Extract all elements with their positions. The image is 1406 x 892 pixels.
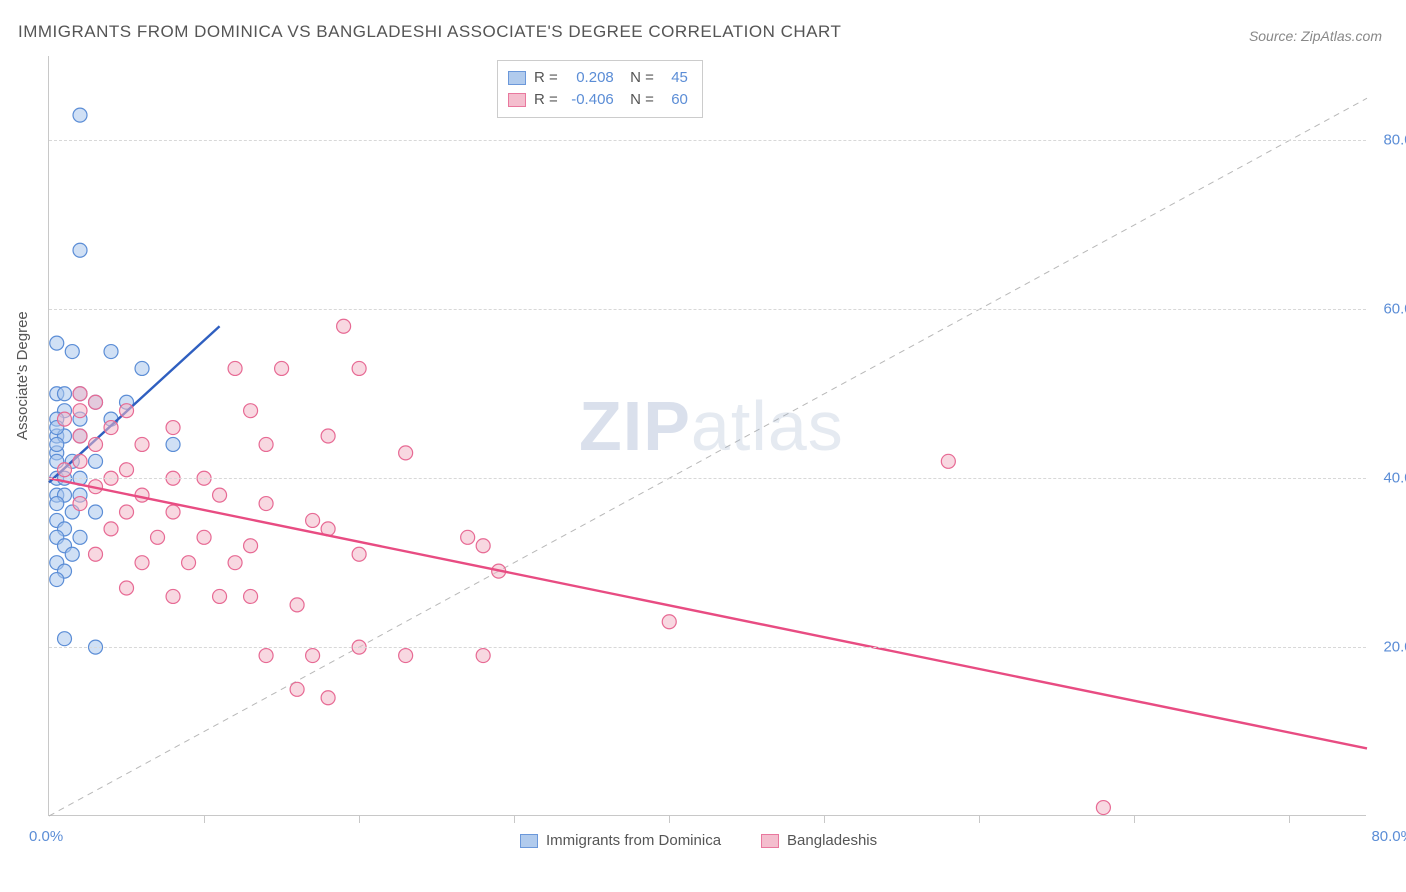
y-tick-label: 40.0% bbox=[1374, 470, 1406, 487]
legend-r-label-2: R = bbox=[534, 89, 558, 111]
source-name: ZipAtlas.com bbox=[1301, 28, 1382, 44]
gridline-h bbox=[49, 309, 1366, 310]
legend-r-value-1: 0.208 bbox=[566, 67, 614, 89]
legend-n-label-2: N = bbox=[622, 89, 654, 111]
legend-bottom-swatch-1 bbox=[520, 834, 538, 848]
y-axis-label: Associate's Degree bbox=[14, 311, 31, 440]
x-tick-mark bbox=[1289, 815, 1290, 823]
source-attribution: Source: ZipAtlas.com bbox=[1249, 28, 1382, 44]
legend-swatch-2 bbox=[508, 93, 526, 107]
scatter-plot-svg bbox=[49, 56, 1366, 815]
x-tick-mark bbox=[1134, 815, 1135, 823]
legend-bottom-swatch-2 bbox=[761, 834, 779, 848]
chart-title: IMMIGRANTS FROM DOMINICA VS BANGLADESHI … bbox=[18, 22, 841, 42]
x-tick-min: 0.0% bbox=[29, 828, 63, 845]
y-tick-label: 80.0% bbox=[1374, 132, 1406, 149]
legend-label-1: Immigrants from Dominica bbox=[546, 832, 721, 849]
chart-plot-area: ZIPatlas 0.0% 80.0% R = 0.208 N = 45 R =… bbox=[48, 56, 1366, 816]
x-tick-mark bbox=[514, 815, 515, 823]
x-tick-max: 80.0% bbox=[1371, 828, 1406, 845]
source-prefix: Source: bbox=[1249, 28, 1301, 44]
y-tick-label: 20.0% bbox=[1374, 639, 1406, 656]
x-tick-mark bbox=[204, 815, 205, 823]
legend-swatch-1 bbox=[508, 71, 526, 85]
legend-item-2: Bangladeshis bbox=[761, 832, 877, 849]
legend-label-2: Bangladeshis bbox=[787, 832, 877, 849]
legend-item-1: Immigrants from Dominica bbox=[520, 832, 721, 849]
gridline-h bbox=[49, 478, 1366, 479]
legend-n-value-1: 45 bbox=[662, 67, 688, 89]
legend-row-series-2: R = -0.406 N = 60 bbox=[508, 89, 688, 111]
y-tick-label: 60.0% bbox=[1374, 301, 1406, 318]
x-tick-mark bbox=[359, 815, 360, 823]
legend-r-label-1: R = bbox=[534, 67, 558, 89]
legend-row-series-1: R = 0.208 N = 45 bbox=[508, 67, 688, 89]
legend-series-names: Immigrants from Dominica Bangladeshis bbox=[520, 832, 877, 849]
legend-n-label-1: N = bbox=[622, 67, 654, 89]
legend-r-value-2: -0.406 bbox=[566, 89, 614, 111]
legend-correlation-box: R = 0.208 N = 45 R = -0.406 N = 60 bbox=[497, 60, 703, 118]
x-tick-mark bbox=[669, 815, 670, 823]
x-tick-mark bbox=[824, 815, 825, 823]
x-tick-mark bbox=[979, 815, 980, 823]
gridline-h bbox=[49, 140, 1366, 141]
legend-n-value-2: 60 bbox=[662, 89, 688, 111]
gridline-h bbox=[49, 647, 1366, 648]
